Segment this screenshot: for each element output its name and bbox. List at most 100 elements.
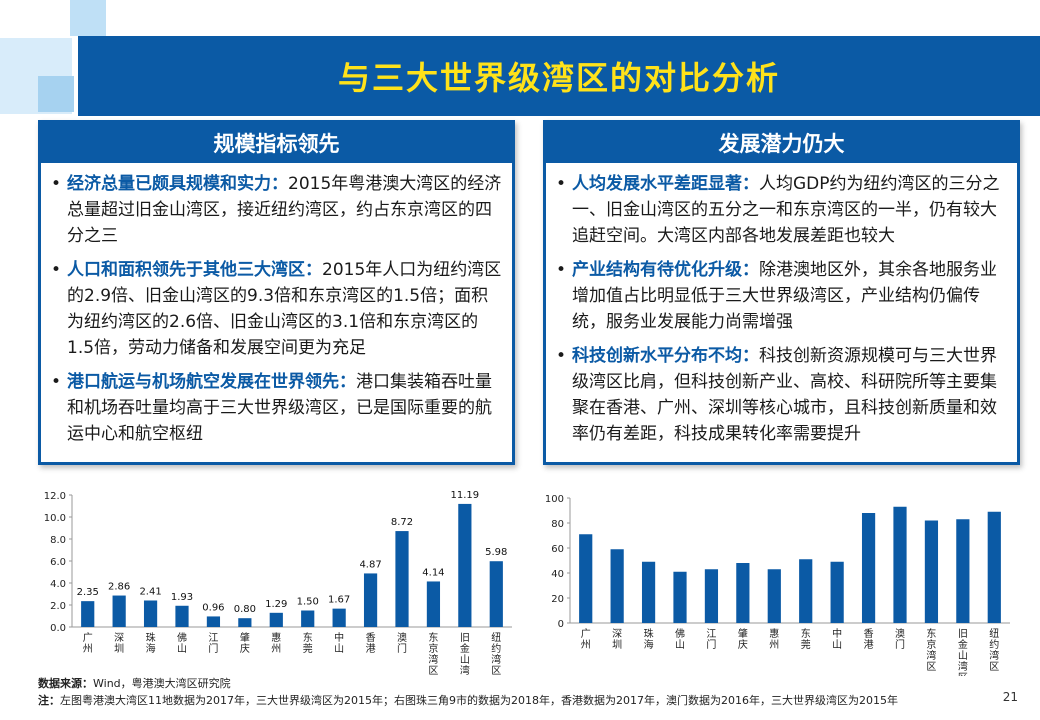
bar	[269, 612, 283, 627]
item-emphasis: 人口和面积领先于其他三大湾区：	[67, 260, 322, 280]
x-tick-label: 江门	[706, 628, 716, 651]
y-tick-label: 60	[551, 544, 564, 555]
source-text: Wind，粤港澳大湾区研究院	[93, 677, 231, 690]
x-tick-label: 广州	[581, 628, 591, 651]
bar	[956, 519, 970, 623]
item-text: 除港澳地区外，其余各地服务业增加值占比明显低于三大世界级湾区，产业结构仍偏传统，…	[572, 260, 997, 332]
data-label: 1.93	[171, 592, 193, 603]
data-label: 4.87	[359, 559, 381, 570]
item-text: 科技创新资源规模可与三大世界级湾区比肩，但科技创新产业、高校、科研院所等主要集聚…	[572, 346, 997, 444]
bar	[924, 520, 939, 623]
y-tick-label: 20	[551, 594, 564, 605]
list-item: 科技创新水平分布不均：科技创新资源规模可与三大世界级湾区比肩，但科技创新产业、高…	[556, 343, 1007, 447]
footnote-text: 左图粤港澳大湾区11地数据为2017年，三大世界级湾区为2015年；右图珠三角9…	[60, 694, 898, 707]
y-tick-label: 2.0	[50, 601, 66, 612]
y-tick-label: 40	[551, 569, 564, 580]
bar	[395, 531, 409, 627]
x-tick-label: 东京湾区	[428, 631, 438, 676]
y-tick-label: 80	[551, 519, 564, 530]
x-tick-label: 惠州	[769, 627, 779, 651]
x-tick-label: 中山	[832, 627, 842, 651]
data-label: 0.80	[234, 604, 256, 615]
item-text: 2015年人口为纽约湾区的2.9倍、旧金山湾区的9.3倍和东京湾区的1.5倍；面…	[67, 260, 502, 358]
y-tick-label: 8.0	[50, 535, 66, 546]
bar	[458, 503, 472, 627]
x-tick-label: 深圳	[114, 632, 124, 655]
bar	[206, 616, 221, 627]
item-text: 2015年粤港澳大湾区的经济总量超过旧金山湾区，接近纽约湾区，约占东京湾区的四分…	[67, 174, 502, 246]
data-label: 1.29	[265, 599, 287, 610]
x-tick-label: 东莞	[801, 627, 811, 651]
data-label: 5.98	[485, 547, 507, 558]
source-label: 数据来源：	[38, 677, 93, 690]
bar	[736, 563, 750, 623]
left-panel-list: 经济总量已颇具规模和实力：2015年粤港澳大湾区的经济总量超过旧金山湾区，接近纽…	[41, 163, 512, 447]
x-tick-label: 江门	[208, 632, 218, 655]
footnote-label: 注：	[38, 694, 60, 707]
bar	[799, 559, 813, 623]
item-emphasis: 科技创新水平分布不均：	[572, 346, 759, 366]
x-tick-label: 珠海	[146, 631, 156, 655]
bar	[893, 506, 907, 623]
bar	[426, 581, 441, 627]
y-tick-label: 4.0	[50, 579, 66, 590]
x-tick-label: 珠海	[644, 627, 654, 651]
x-tick-label: 肇庆	[738, 627, 748, 651]
item-emphasis: 产业结构有待优化升级：	[572, 260, 759, 280]
source-note: 数据来源：Wind，粤港澳大湾区研究院	[38, 675, 231, 691]
x-tick-label: 中山	[334, 631, 344, 655]
x-tick-label: 澳门	[895, 627, 905, 651]
x-tick-label: 香港	[864, 628, 874, 651]
data-label: 8.72	[391, 517, 413, 528]
x-tick-label: 佛山	[675, 627, 685, 651]
bar	[767, 569, 781, 623]
footnote: 注：左图粤港澳大湾区11地数据为2017年，三大世界级湾区为2015年；右图珠三…	[38, 692, 898, 708]
right-panel-list: 人均发展水平差距显著：人均GDP约为纽约湾区的三分之一、旧金山湾区的五分之一和东…	[546, 163, 1017, 447]
bar	[81, 601, 95, 627]
bar	[363, 573, 378, 627]
item-text: 港口集装箱吞吐量和机场吞吐量均高于三大世界级湾区，已是国际重要的航运中心和航空枢…	[67, 372, 492, 444]
y-tick-label: 12.0	[44, 491, 66, 502]
bar	[332, 608, 346, 627]
decor-square-3	[38, 76, 74, 112]
y-tick-label: 10.0	[44, 513, 66, 524]
y-tick-label: 0.0	[50, 623, 66, 634]
bar	[830, 561, 844, 623]
data-label: 11.19	[451, 490, 480, 501]
bar	[861, 513, 876, 623]
bar	[641, 561, 656, 623]
bar	[673, 571, 687, 623]
x-tick-label: 澳门	[397, 631, 407, 655]
bar	[489, 561, 503, 627]
data-label: 2.41	[139, 586, 161, 597]
bar	[610, 549, 624, 623]
left-bar-chart: 0.0 2.0 4.0 6.0 8.0 10.0 12.0 2.35 广州 2.86 深圳 2.41 珠…	[44, 490, 512, 676]
y-tick-label: 0	[558, 619, 564, 630]
x-tick-label: 惠州	[271, 631, 281, 655]
y-tick-label: 6.0	[50, 557, 66, 568]
list-item: 经济总量已颇具规模和实力：2015年粤港澳大湾区的经济总量超过旧金山湾区，接近纽…	[51, 171, 502, 249]
data-label: 2.86	[108, 582, 130, 593]
data-label: 4.14	[422, 567, 444, 578]
bar	[143, 600, 158, 627]
x-tick-label: 肇庆	[240, 631, 250, 655]
data-label: 1.67	[328, 595, 350, 606]
x-tick-label: 纽约湾区	[491, 631, 501, 676]
page-title: 与三大世界级湾区的对比分析	[337, 59, 780, 97]
right-panel-heading: 发展潜力仍大	[546, 123, 1017, 163]
x-tick-label: 旧金山湾区	[460, 632, 470, 676]
x-tick-label: 深圳	[612, 628, 622, 651]
data-label: 2.35	[77, 587, 99, 598]
bar	[112, 595, 126, 627]
bar	[704, 569, 719, 623]
y-tick-label: 100	[545, 494, 564, 505]
title-bar: 与三大世界级湾区的对比分析	[78, 36, 1040, 116]
list-item: 人均发展水平差距显著：人均GDP约为纽约湾区的三分之一、旧金山湾区的五分之一和东…	[556, 171, 1007, 249]
bar	[238, 618, 252, 627]
bar	[301, 610, 315, 627]
right-panel: 发展潜力仍大 人均发展水平差距显著：人均GDP约为纽约湾区的三分之一、旧金山湾区…	[543, 120, 1020, 465]
item-emphasis: 港口航运与机场航空发展在世界领先：	[67, 372, 356, 392]
bar	[175, 605, 189, 627]
list-item: 人口和面积领先于其他三大湾区：2015年人口为纽约湾区的2.9倍、旧金山湾区的9…	[51, 257, 502, 361]
